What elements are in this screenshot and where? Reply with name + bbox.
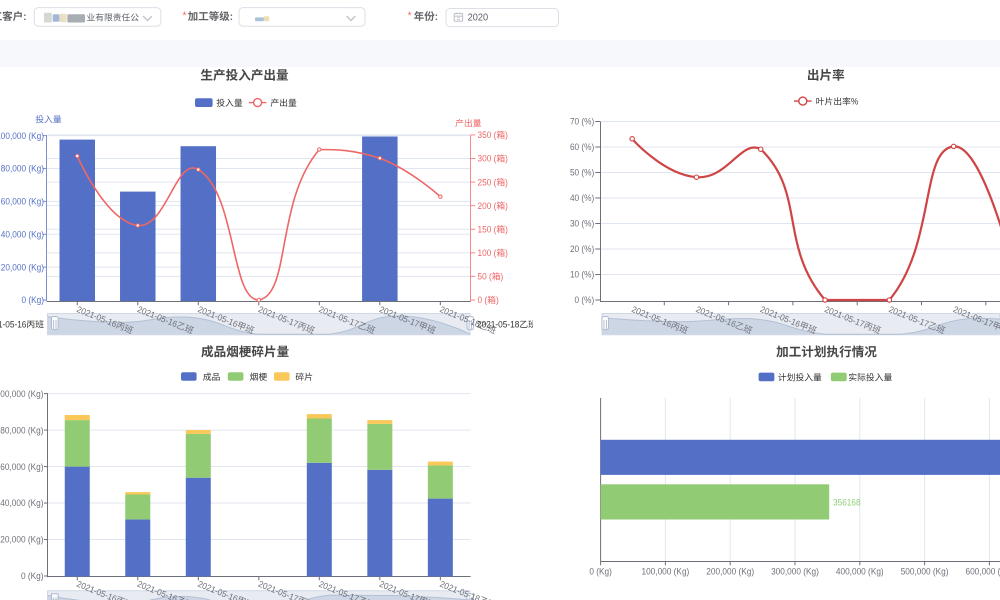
svg-text:200 (: 200 ( — [478, 201, 497, 211]
svg-text:2021-05-16: 2021-05-16 — [0, 320, 26, 330]
svg-text:356168: 356168 — [833, 497, 861, 507]
svg-text:100,000 (Kg): 100,000 (Kg) — [0, 389, 44, 399]
svg-text:60,000 (Kg): 60,000 (Kg) — [0, 462, 43, 472]
svg-text::: : — [230, 11, 233, 23]
svg-text:40,000 (Kg): 40,000 (Kg) — [1, 229, 44, 239]
svg-text:): ) — [505, 177, 508, 187]
svg-text::: : — [23, 11, 26, 23]
svg-text:60,000 (Kg): 60,000 (Kg) — [1, 197, 44, 207]
svg-text:0 (: 0 ( — [478, 295, 488, 305]
svg-text:%: % — [851, 97, 859, 107]
svg-text:): ) — [505, 201, 508, 211]
svg-text:100,000 (Kg): 100,000 (Kg) — [641, 567, 689, 577]
svg-text:40 (%): 40 (%) — [570, 193, 594, 203]
svg-text::: : — [435, 11, 438, 23]
svg-text:10 (%): 10 (%) — [570, 270, 594, 280]
svg-text:30 (%): 30 (%) — [570, 219, 594, 229]
svg-text:): ) — [501, 272, 504, 282]
svg-text:): ) — [496, 295, 499, 305]
svg-text:350 (: 350 ( — [478, 130, 497, 140]
svg-text:): ) — [505, 154, 508, 164]
svg-text:2021-05-18: 2021-05-18 — [477, 320, 519, 330]
svg-text:): ) — [505, 130, 508, 140]
svg-text:2020: 2020 — [468, 12, 489, 23]
svg-text:20,000 (Kg): 20,000 (Kg) — [0, 535, 43, 545]
svg-text:40,000 (Kg): 40,000 (Kg) — [0, 498, 43, 508]
svg-text:300,000 (Kg): 300,000 (Kg) — [771, 567, 819, 577]
svg-text:200,000 (Kg): 200,000 (Kg) — [706, 567, 754, 577]
svg-text:0 (Kg): 0 (Kg) — [21, 571, 44, 581]
svg-text:*: * — [183, 10, 188, 22]
svg-text:0 (%): 0 (%) — [575, 295, 595, 305]
svg-text:300 (: 300 ( — [478, 154, 497, 164]
svg-text:*: * — [408, 10, 413, 22]
svg-text:): ) — [505, 248, 508, 258]
svg-text:150 (: 150 ( — [478, 224, 497, 234]
svg-text:20,000 (Kg): 20,000 (Kg) — [1, 262, 44, 272]
svg-text:100,000 (Kg): 100,000 (Kg) — [0, 131, 44, 141]
svg-text:50 (: 50 ( — [478, 272, 492, 282]
svg-text:400,000 (Kg): 400,000 (Kg) — [836, 567, 884, 577]
svg-text:50 (%): 50 (%) — [570, 168, 594, 178]
svg-text:0 (Kg): 0 (Kg) — [589, 567, 612, 577]
svg-text:60 (%): 60 (%) — [570, 142, 594, 152]
svg-text:20 (%): 20 (%) — [570, 244, 594, 254]
svg-text:250 (: 250 ( — [478, 177, 497, 187]
svg-text:80,000 (Kg): 80,000 (Kg) — [0, 425, 43, 435]
svg-text:0 (Kg): 0 (Kg) — [21, 295, 44, 305]
svg-text:600,000 (Kg): 600,000 (Kg) — [965, 567, 1000, 577]
svg-text:500,000 (Kg): 500,000 (Kg) — [901, 567, 949, 577]
svg-text:): ) — [505, 224, 508, 234]
svg-text:100 (: 100 ( — [478, 248, 497, 258]
svg-text:80,000 (Kg): 80,000 (Kg) — [1, 164, 44, 174]
svg-text:70 (%): 70 (%) — [570, 117, 594, 127]
